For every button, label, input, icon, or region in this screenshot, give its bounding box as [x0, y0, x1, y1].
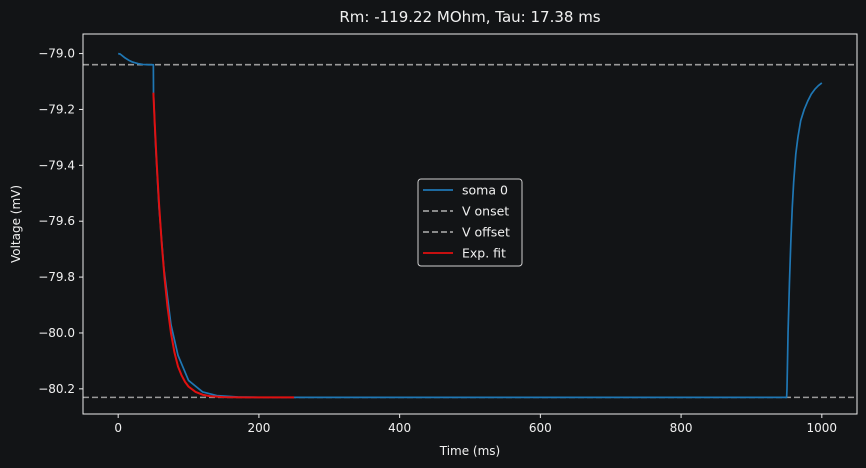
series-line-exp-fit	[152, 92, 295, 399]
legend-label: soma 0	[462, 183, 508, 198]
y-tick-label: −79.4	[38, 158, 75, 172]
x-axis: 0 200 400 600 800 1000	[114, 414, 837, 435]
y-axis: −79.0 −79.2 −79.4 −79.6 −79.8 −80.0 −80.2	[38, 47, 83, 396]
plot-area	[82, 33, 858, 415]
y-tick-label: −80.2	[38, 382, 75, 396]
y-tick-label: −79.0	[38, 47, 75, 61]
x-tick-label: 600	[529, 421, 552, 435]
y-tick-label: −79.6	[38, 214, 75, 228]
legend-label: Exp. fit	[462, 246, 506, 261]
x-tick-label: 1000	[807, 421, 838, 435]
chart-title: Rm: -119.22 MOhm, Tau: 17.38 ms	[339, 8, 600, 26]
plot-frame	[82, 33, 858, 415]
x-tick-label: 200	[247, 421, 270, 435]
y-tick-label: −80.0	[38, 326, 75, 340]
y-tick-label: −79.8	[38, 270, 75, 284]
series-layer	[83, 52, 857, 399]
x-axis-label: Time (ms)	[439, 444, 501, 458]
y-axis-label: Voltage (mV)	[9, 185, 23, 263]
legend-label: V onset	[462, 204, 509, 219]
x-tick-label: 400	[388, 421, 411, 435]
legend-label: V offset	[462, 225, 510, 240]
y-tick-label: −79.2	[38, 102, 75, 116]
legend: soma 0 V onset V offset Exp. fit	[417, 178, 523, 267]
x-tick-label: 800	[670, 421, 693, 435]
x-tick-label: 0	[114, 421, 122, 435]
legend-box	[417, 178, 523, 267]
